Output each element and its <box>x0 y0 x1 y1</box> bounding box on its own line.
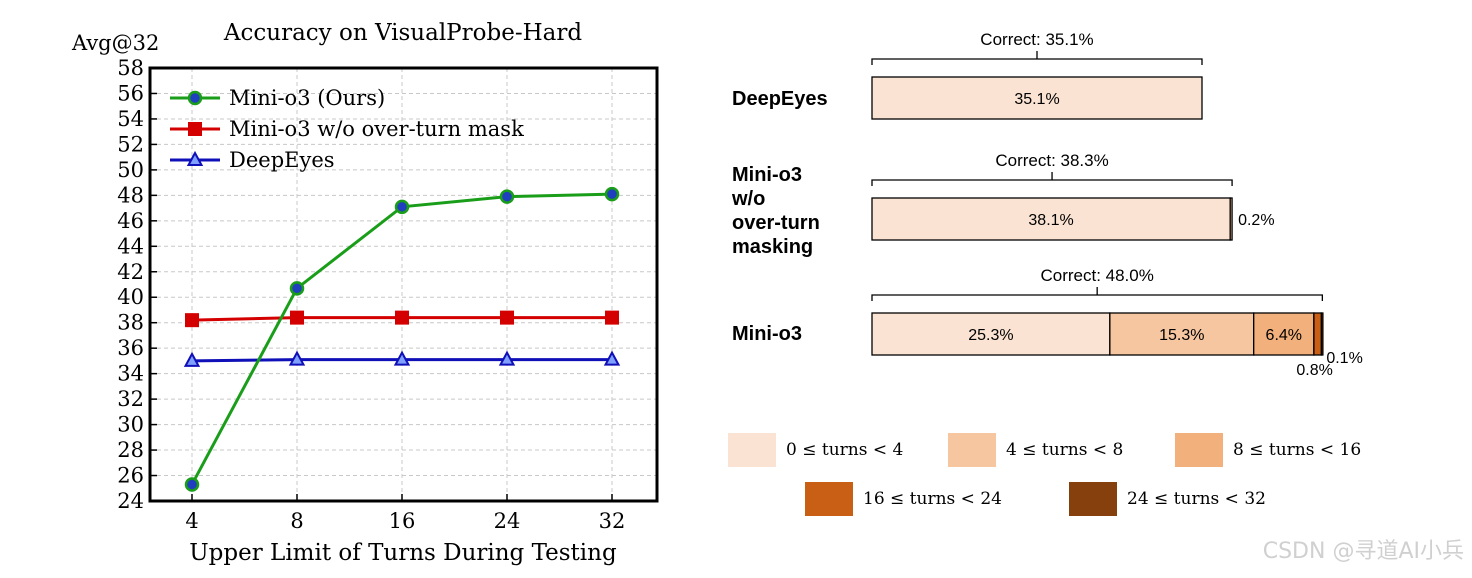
series-2 <box>183 350 621 367</box>
y-tick-label: 24 <box>117 489 144 513</box>
bar-segment <box>1229 197 1233 241</box>
correct-bracket <box>871 172 1233 186</box>
category-label: Mini-o3 <box>732 323 802 345</box>
x-axis-label: Upper Limit of Turns During Testing <box>189 540 617 566</box>
y-tick-label: 26 <box>117 464 144 488</box>
y-tick-label: 54 <box>117 107 144 131</box>
y-tick-label: 36 <box>117 336 144 360</box>
data-point <box>604 186 620 202</box>
legend-label: 0 ≤ turns < 4 <box>786 440 903 460</box>
y-axis-label: Avg@32 <box>71 31 159 55</box>
segment-label: 25.3% <box>968 327 1013 344</box>
y-tick-label: 28 <box>117 438 144 462</box>
line-chart-panel: 24 26 28 30 32 34 36 38 40 42 44 46 48 50 52 54 56 58 4 8 16… <box>0 0 700 573</box>
bar-segment <box>871 312 1111 356</box>
legend-label: 16 ≤ turns < 24 <box>863 489 1002 509</box>
data-point <box>393 350 411 366</box>
data-point <box>184 477 200 492</box>
watermark: CSDN @寻道AI小兵 <box>1262 539 1464 564</box>
legend: Mini-o3 (Ours) Mini-o3 w/o over-turn mask… <box>170 86 524 172</box>
data-point <box>288 350 306 366</box>
bar-segment <box>1313 312 1323 356</box>
category-label: DeepEyes <box>732 88 828 110</box>
legend-swatch <box>1175 433 1223 467</box>
legend-label: DeepEyes <box>229 148 335 172</box>
y-tick-label: 38 <box>117 311 144 335</box>
y-tick-label: 50 <box>117 158 144 182</box>
bar-segment <box>1109 312 1255 356</box>
series-0 <box>184 186 620 492</box>
bar-segment <box>871 76 1203 120</box>
chart-title: Accuracy on VisualProbe-Hard <box>223 20 582 46</box>
data-point <box>290 310 304 325</box>
y-tick-label: 56 <box>117 81 144 105</box>
correct-label: Correct: 48.0% <box>1040 266 1153 285</box>
plot-frame <box>148 66 659 503</box>
legend-swatch <box>1069 482 1117 516</box>
legend-label: 8 ≤ turns < 16 <box>1233 440 1361 460</box>
segment-label: 15.3% <box>1159 327 1204 344</box>
y-tick-label: 32 <box>117 387 144 411</box>
y-tick-label: 34 <box>117 362 144 386</box>
stacked-bar-chart-panel: DeepEyes Correct: 35.1% 35.1% Mini-o3 w/o ove… <box>700 0 1472 573</box>
correct-label: Correct: 35.1% <box>980 30 1093 49</box>
category-label: masking <box>732 236 813 258</box>
bar-segment <box>1253 312 1315 356</box>
data-point <box>605 310 619 325</box>
data-point <box>186 150 204 166</box>
data-point <box>395 310 409 325</box>
y-tick-label: 44 <box>117 234 144 258</box>
data-point <box>499 189 515 204</box>
y-tick-label: 40 <box>117 285 144 309</box>
segment-label: 35.1% <box>1014 91 1059 108</box>
x-tick-label: 8 <box>290 509 303 533</box>
category-label: over-turn <box>732 212 820 234</box>
y-tick-label: 48 <box>117 183 144 207</box>
data-point <box>394 199 410 215</box>
y-tick-label: 30 <box>117 413 144 437</box>
data-point <box>289 281 305 296</box>
y-tick-label: 58 <box>117 56 144 80</box>
legend-label: 4 ≤ turns < 8 <box>1006 440 1123 460</box>
category-label: Mini-o3 <box>732 164 802 186</box>
legend-label: Mini-o3 (Ours) <box>229 86 385 110</box>
data-point <box>187 90 203 106</box>
correct-label: Correct: 38.3% <box>995 151 1108 170</box>
legend-swatch <box>805 482 853 516</box>
segment-label: 0.8% <box>1296 362 1332 379</box>
series-1 <box>185 310 619 328</box>
bar-segment <box>1320 312 1324 356</box>
x-tick-label: 24 <box>494 509 521 533</box>
y-tick-label: 52 <box>117 132 144 156</box>
data-point <box>500 310 514 325</box>
legend-swatch <box>948 433 996 467</box>
y-tick-label: 42 <box>117 260 144 284</box>
correct-bracket <box>871 287 1323 301</box>
data-point <box>603 350 621 366</box>
bar-segment <box>871 197 1231 241</box>
x-tick-label: 32 <box>599 509 626 533</box>
segment-label: 38.1% <box>1028 212 1073 229</box>
segment-label: 0.2% <box>1238 212 1274 229</box>
y-tick-label: 46 <box>117 209 144 233</box>
data-point <box>183 351 201 367</box>
segment-label: 0.1% <box>1326 350 1362 367</box>
segment-label: 6.4% <box>1266 327 1302 344</box>
data-point <box>498 350 516 366</box>
x-tick-label: 4 <box>185 509 198 533</box>
data-point <box>185 313 199 328</box>
data-point <box>188 122 202 136</box>
category-label: w/o <box>731 188 765 210</box>
x-tick-label: 16 <box>389 509 416 533</box>
legend-label: 24 ≤ turns < 32 <box>1127 489 1266 509</box>
correct-bracket <box>871 51 1203 65</box>
legend-swatch <box>728 433 776 467</box>
legend-label: Mini-o3 w/o over-turn mask <box>229 117 524 141</box>
